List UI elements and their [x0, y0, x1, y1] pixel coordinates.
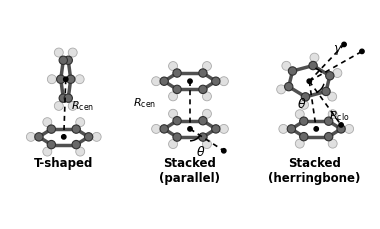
Circle shape: [26, 132, 35, 141]
Text: Stacked
(parallel): Stacked (parallel): [160, 157, 220, 185]
Circle shape: [203, 62, 211, 71]
Circle shape: [62, 135, 66, 139]
Text: Stacked
(herringbone): Stacked (herringbone): [268, 157, 360, 185]
Circle shape: [310, 53, 319, 62]
Circle shape: [54, 48, 63, 57]
Circle shape: [173, 133, 181, 141]
Circle shape: [169, 62, 177, 71]
Circle shape: [173, 117, 181, 125]
Circle shape: [47, 140, 55, 149]
Circle shape: [160, 77, 168, 85]
Circle shape: [169, 140, 177, 149]
Circle shape: [277, 85, 286, 94]
Circle shape: [68, 101, 77, 110]
Circle shape: [173, 69, 181, 77]
Circle shape: [59, 94, 67, 102]
Circle shape: [339, 123, 343, 127]
Circle shape: [199, 133, 207, 141]
Circle shape: [54, 101, 63, 110]
Circle shape: [35, 133, 43, 141]
Circle shape: [288, 67, 297, 75]
Circle shape: [76, 118, 85, 127]
Circle shape: [188, 79, 192, 83]
Circle shape: [43, 118, 52, 127]
Circle shape: [72, 140, 80, 149]
Circle shape: [328, 139, 337, 148]
Circle shape: [68, 48, 77, 57]
Circle shape: [203, 92, 211, 101]
Circle shape: [203, 109, 211, 118]
Circle shape: [333, 68, 342, 77]
Circle shape: [279, 124, 288, 133]
Text: T-shaped: T-shaped: [34, 157, 93, 170]
Circle shape: [203, 140, 211, 149]
Circle shape: [152, 77, 161, 86]
Circle shape: [64, 56, 73, 64]
Circle shape: [57, 75, 65, 83]
Circle shape: [326, 72, 334, 80]
Circle shape: [222, 149, 226, 153]
Circle shape: [75, 75, 84, 84]
Circle shape: [309, 61, 317, 70]
Text: $\mathit{R}_\mathrm{cen}$: $\mathit{R}_\mathrm{cen}$: [71, 99, 94, 113]
Circle shape: [47, 125, 55, 133]
Circle shape: [64, 94, 73, 102]
Circle shape: [328, 110, 337, 119]
Circle shape: [212, 77, 220, 85]
Circle shape: [199, 117, 207, 125]
Circle shape: [325, 133, 333, 141]
Circle shape: [212, 125, 220, 133]
Circle shape: [199, 85, 207, 94]
Circle shape: [300, 117, 308, 125]
Circle shape: [59, 56, 67, 64]
Circle shape: [287, 125, 296, 133]
Circle shape: [72, 125, 80, 133]
Circle shape: [173, 85, 181, 94]
Circle shape: [322, 87, 330, 95]
Circle shape: [295, 110, 304, 119]
Circle shape: [300, 133, 308, 141]
Circle shape: [169, 109, 177, 118]
Circle shape: [48, 75, 56, 84]
Circle shape: [345, 124, 354, 133]
Circle shape: [342, 42, 346, 47]
Circle shape: [285, 82, 293, 91]
Circle shape: [92, 132, 101, 141]
Circle shape: [84, 133, 93, 141]
Circle shape: [307, 79, 312, 83]
Text: $\mathit{\theta}$: $\mathit{\theta}$: [297, 97, 307, 111]
Circle shape: [325, 117, 333, 125]
Circle shape: [160, 125, 168, 133]
Circle shape: [295, 139, 304, 148]
Circle shape: [199, 69, 207, 77]
Circle shape: [282, 61, 291, 70]
Circle shape: [219, 77, 228, 86]
Circle shape: [76, 147, 85, 156]
Circle shape: [169, 92, 177, 101]
Circle shape: [66, 75, 75, 83]
Circle shape: [337, 125, 345, 133]
Circle shape: [188, 127, 192, 131]
Circle shape: [219, 124, 228, 133]
Circle shape: [299, 100, 309, 109]
Circle shape: [63, 77, 68, 81]
Circle shape: [301, 93, 310, 101]
Circle shape: [314, 127, 318, 131]
Circle shape: [360, 49, 364, 54]
Circle shape: [152, 124, 161, 133]
Text: $\mathit{\gamma}$: $\mathit{\gamma}$: [333, 43, 343, 57]
Text: $\mathit{\theta}$: $\mathit{\theta}$: [196, 145, 205, 159]
Circle shape: [328, 92, 337, 101]
Circle shape: [43, 147, 52, 156]
Text: $\mathit{R}_\mathrm{clo}$: $\mathit{R}_\mathrm{clo}$: [329, 109, 350, 123]
Text: $\mathit{R}_\mathrm{cen}$: $\mathit{R}_\mathrm{cen}$: [133, 96, 156, 110]
